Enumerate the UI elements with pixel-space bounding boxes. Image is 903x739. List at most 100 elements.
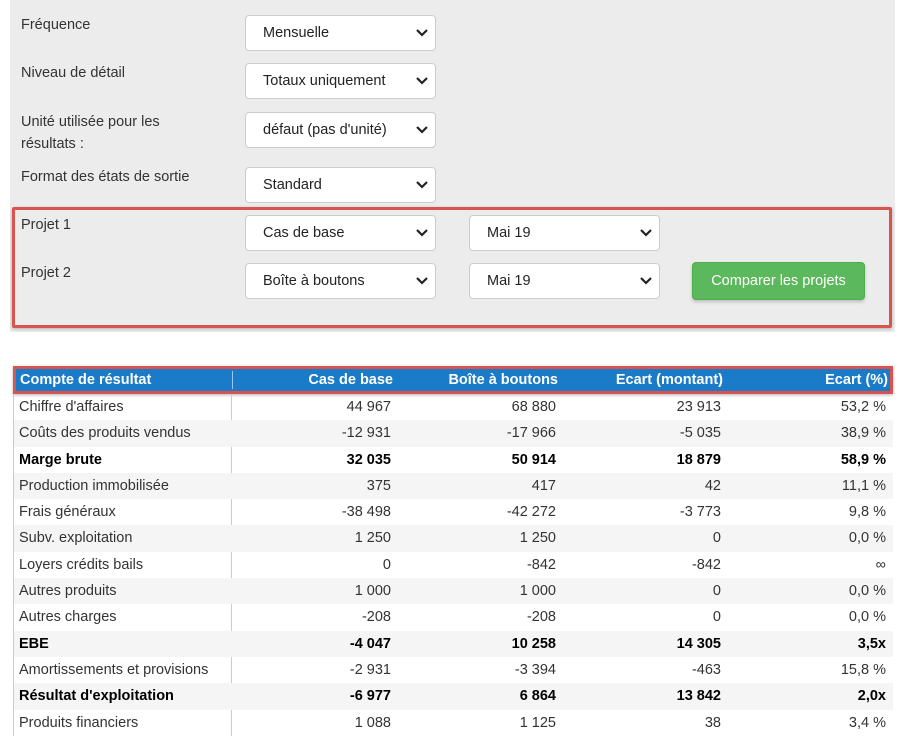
project2-period-value: Mai 19 bbox=[487, 273, 531, 289]
income-statement-table: Compte de résultat Cas de base Boîte à b… bbox=[13, 366, 893, 736]
row-label: Loyers crédits bails bbox=[19, 556, 144, 573]
cell-diff-percent: 0,0 % bbox=[848, 530, 886, 547]
chevron-down-icon bbox=[415, 216, 429, 250]
row-label: Autres charges bbox=[19, 609, 117, 626]
cell-project2: -842 bbox=[526, 556, 556, 573]
row-label: Produits financiers bbox=[19, 714, 139, 731]
cell-project2: 50 914 bbox=[511, 451, 556, 468]
project2-label: Projet 2 bbox=[21, 265, 71, 281]
detail-label: Niveau de détail bbox=[21, 65, 125, 81]
header-project2: Boîte à boutons bbox=[448, 372, 558, 388]
frequency-label: Fréquence bbox=[21, 17, 91, 33]
table-row: EBE -4 047 10 258 14 305 3,5x bbox=[14, 630, 893, 657]
cell-base-case: 0 bbox=[382, 556, 391, 573]
unit-select-value: défaut (pas d'unité) bbox=[263, 122, 387, 138]
table-row: Loyers crédits bails 0 -842 -842 ∞ bbox=[14, 552, 893, 578]
table-row: Production immobilisée 375 417 42 11,1 % bbox=[14, 472, 893, 500]
row-label: EBE bbox=[19, 635, 49, 652]
cell-diff-percent: 3,5x bbox=[857, 635, 886, 652]
cell-base-case: 44 967 bbox=[346, 399, 391, 415]
cell-base-case: -38 498 bbox=[341, 504, 391, 521]
detail-select-value: Totaux uniquement bbox=[263, 73, 386, 89]
cell-project2: -3 394 bbox=[514, 661, 556, 678]
cell-diff-amount: 42 bbox=[704, 477, 721, 494]
unit-label-line1: Unité utilisée pour les bbox=[21, 114, 160, 130]
cell-base-case: -12 931 bbox=[341, 425, 391, 442]
row-label: Subv. exploitation bbox=[19, 530, 133, 547]
table-row: Subv. exploitation 1 250 1 250 0 0,0 % bbox=[14, 525, 893, 552]
table-row: Marge brute 32 035 50 914 18 879 58,9 % bbox=[14, 447, 893, 473]
cell-diff-percent: 15,8 % bbox=[840, 661, 886, 678]
row-label: Marge brute bbox=[19, 451, 102, 468]
cell-diff-amount: 38 bbox=[704, 714, 721, 731]
header-diff-amount: Ecart (montant) bbox=[615, 372, 723, 388]
chevron-down-icon bbox=[415, 113, 429, 147]
frequency-select[interactable]: Mensuelle bbox=[245, 15, 436, 51]
cell-diff-percent: 38,9 % bbox=[840, 425, 886, 442]
cell-diff-amount: -3 773 bbox=[679, 504, 721, 521]
detail-select[interactable]: Totaux uniquement bbox=[245, 63, 436, 99]
cell-base-case: -6 977 bbox=[349, 688, 391, 705]
chevron-down-icon bbox=[639, 216, 653, 250]
chevron-down-icon bbox=[415, 168, 429, 202]
row-label: Chiffre d'affaires bbox=[19, 399, 124, 415]
project1-period-select[interactable]: Mai 19 bbox=[469, 215, 660, 251]
chevron-down-icon bbox=[639, 264, 653, 298]
project2-select[interactable]: Boîte à boutons bbox=[245, 263, 436, 299]
cell-diff-amount: 0 bbox=[712, 583, 721, 600]
row-label: Production immobilisée bbox=[19, 477, 169, 494]
cell-diff-percent: 0,0 % bbox=[848, 583, 886, 600]
cell-diff-amount: 0 bbox=[712, 530, 721, 547]
cell-project2: 6 864 bbox=[519, 688, 556, 705]
cell-project2: 1 250 bbox=[519, 530, 556, 547]
cell-base-case: 1 250 bbox=[354, 530, 391, 547]
chevron-down-icon bbox=[415, 16, 429, 50]
header-base-case: Cas de base bbox=[308, 372, 393, 388]
cell-project2: 10 258 bbox=[511, 635, 556, 652]
table-row: Amortissements et provisions -2 931 -3 394… bbox=[14, 657, 893, 683]
cell-base-case: -4 047 bbox=[349, 635, 391, 652]
table-row: Résultat d'exploitation -6 977 6 864 13 842… bbox=[14, 683, 893, 710]
cell-diff-percent: 53,2 % bbox=[840, 399, 886, 415]
table-row: Frais généraux -38 498 -42 272 -3 773 9,8 % bbox=[14, 499, 893, 525]
cell-project2: -208 bbox=[526, 609, 556, 626]
cell-diff-amount: 14 305 bbox=[676, 635, 721, 652]
format-select[interactable]: Standard bbox=[245, 167, 436, 203]
table-row: Chiffre d'affaires 44 967 68 880 23 913 53,2… bbox=[14, 394, 893, 420]
project2-select-value: Boîte à boutons bbox=[263, 273, 365, 289]
cell-diff-percent: 9,8 % bbox=[848, 504, 886, 521]
cell-diff-amount: 13 842 bbox=[676, 688, 721, 705]
cell-project2: -42 272 bbox=[506, 504, 556, 521]
cell-project2: 1 125 bbox=[519, 714, 556, 731]
compare-projects-button[interactable]: Comparer les projets bbox=[692, 262, 865, 300]
cell-diff-amount: -463 bbox=[691, 661, 721, 678]
header-divider bbox=[232, 371, 233, 389]
cell-base-case: 1 000 bbox=[354, 583, 391, 600]
header-diff-percent: Ecart (%) bbox=[825, 372, 888, 388]
table-row: Autres produits 1 000 1 000 0 0,0 % bbox=[14, 578, 893, 605]
table-row: Produits financiers 1 088 1 125 38 3,4 % bbox=[14, 710, 893, 736]
cell-diff-amount: 18 879 bbox=[676, 451, 721, 468]
unit-select[interactable]: défaut (pas d'unité) bbox=[245, 112, 436, 148]
row-label: Frais généraux bbox=[19, 504, 116, 521]
table-header: Compte de résultat Cas de base Boîte à b… bbox=[13, 366, 893, 394]
cell-diff-percent: 58,9 % bbox=[840, 451, 886, 468]
cell-project2: 68 880 bbox=[511, 399, 556, 415]
cell-project2: -17 966 bbox=[506, 425, 556, 442]
row-label: Coûts des produits vendus bbox=[19, 425, 191, 442]
table-body: Chiffre d'affaires 44 967 68 880 23 913 53,2… bbox=[13, 394, 893, 736]
cell-project2: 417 bbox=[531, 477, 556, 494]
project1-select[interactable]: Cas de base bbox=[245, 215, 436, 251]
project2-period-select[interactable]: Mai 19 bbox=[469, 263, 660, 299]
cell-base-case: -2 931 bbox=[349, 661, 391, 678]
format-select-value: Standard bbox=[263, 177, 322, 193]
cell-diff-percent: ∞ bbox=[875, 556, 886, 573]
cell-diff-amount: -5 035 bbox=[679, 425, 721, 442]
cell-base-case: 32 035 bbox=[346, 451, 391, 468]
row-label: Autres produits bbox=[19, 583, 117, 600]
cell-diff-amount: -842 bbox=[691, 556, 721, 573]
frequency-select-value: Mensuelle bbox=[263, 25, 330, 41]
projects-highlight-box bbox=[12, 207, 892, 328]
project1-period-value: Mai 19 bbox=[487, 225, 531, 241]
table-row: Coûts des produits vendus -12 931 -17 966 -… bbox=[14, 420, 893, 447]
